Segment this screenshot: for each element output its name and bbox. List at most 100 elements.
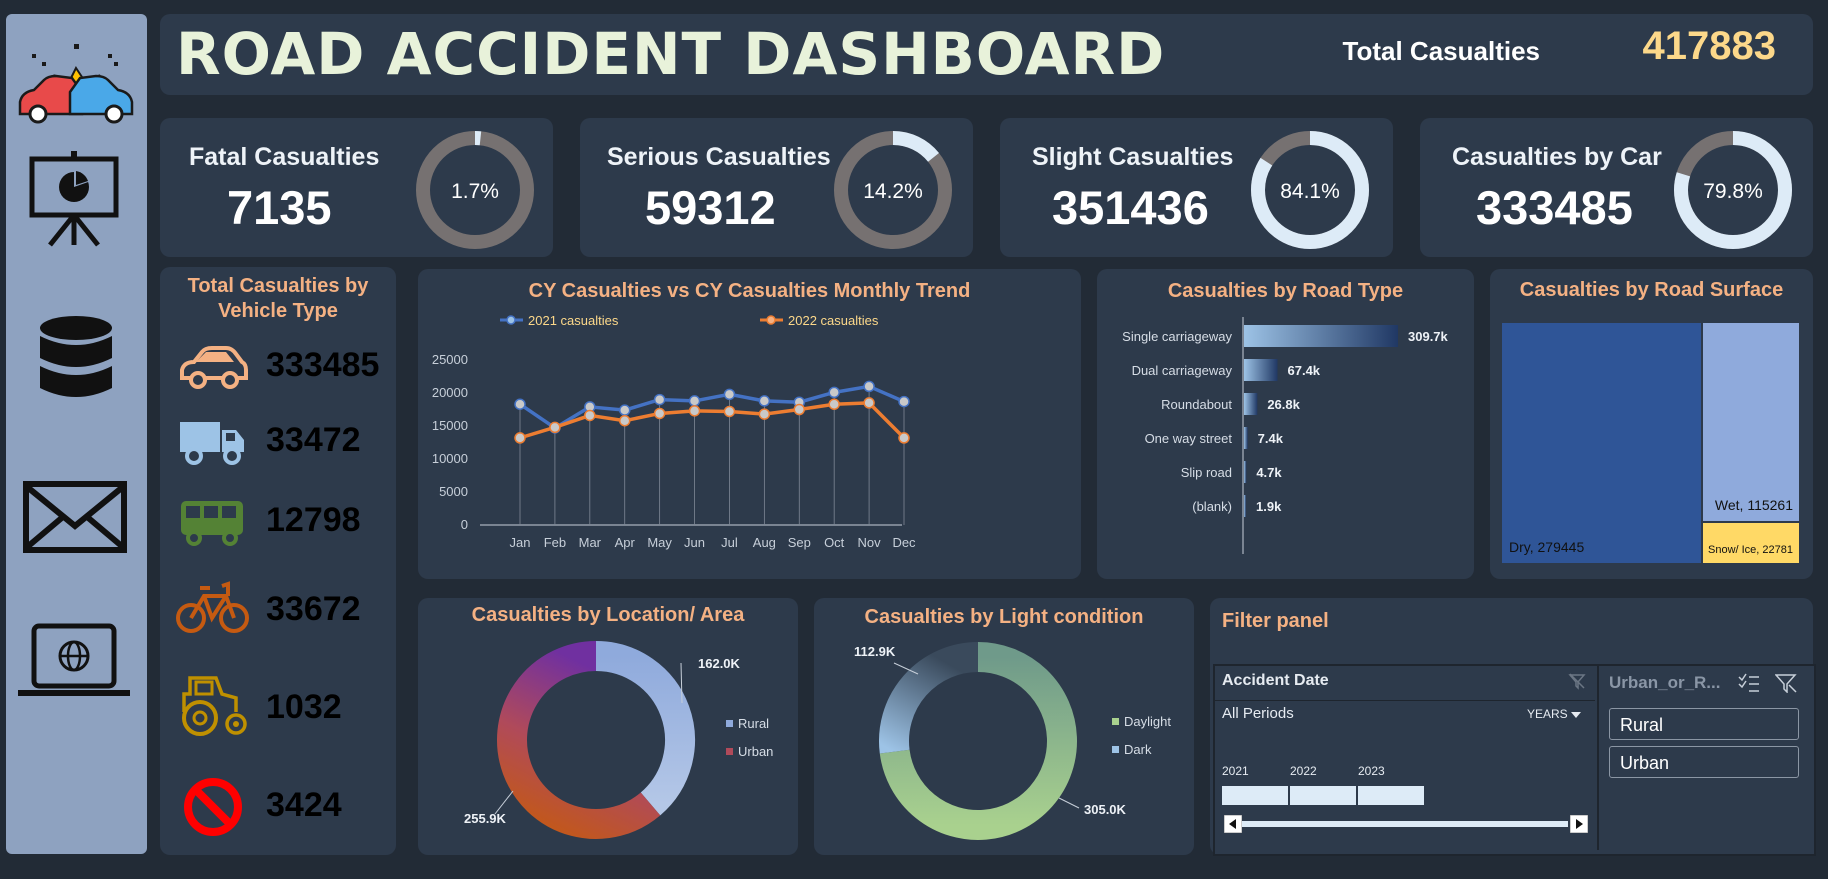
- data-point: [514, 432, 526, 444]
- road-type-panel: [1097, 269, 1474, 579]
- series-line-2022-casualties: [519, 401, 906, 440]
- x-tick-label: Jan: [510, 535, 531, 550]
- vehicle-value: 12798: [266, 501, 361, 539]
- treemap-dry: Dry, 279445: [1502, 323, 1701, 563]
- legend-daylight-swatch: [1112, 718, 1119, 725]
- rural-value-label: 162.0K: [698, 656, 741, 671]
- x-tick-label: Sep: [788, 535, 811, 550]
- y-tick-label: 15000: [432, 418, 468, 433]
- clear-filter-icon[interactable]: [1775, 673, 1797, 693]
- data-point: [863, 380, 875, 393]
- car-crash-icon[interactable]: [10, 28, 142, 124]
- sidebar: [6, 14, 147, 854]
- road-type-bar: [1244, 359, 1278, 381]
- treemap-wet: Wet, 115261: [1703, 323, 1799, 521]
- legend-2022-label: 2022 casualties: [788, 313, 879, 328]
- slicer-divider: [1597, 666, 1599, 850]
- data-point: [688, 395, 701, 407]
- kpi-donut: 14.2%: [834, 131, 952, 249]
- monthly-trend-title: CY Casualties vs CY Casualties Monthly T…: [528, 280, 971, 302]
- total-casualties-value: 417883: [1642, 24, 1776, 68]
- year-label: 2021: [1222, 764, 1249, 778]
- x-tick-label: Mar: [579, 535, 602, 550]
- road-type-bar: [1244, 495, 1246, 517]
- date-granularity-dropdown[interactable]: YEARS: [1527, 707, 1568, 721]
- road-type-chart: Single carriageway 309.7k Dual carriageway…: [1122, 317, 1449, 554]
- kpi-label: Slight Casualties: [1032, 143, 1234, 171]
- road-type-bar: [1244, 461, 1247, 483]
- legend-urban-swatch: [726, 748, 733, 755]
- road-type-bar: [1244, 325, 1398, 347]
- vehicle-value: 33672: [266, 590, 361, 628]
- road-type-value: 26.8k: [1267, 397, 1300, 412]
- multi-select-icon[interactable]: [1738, 673, 1760, 693]
- data-point: [618, 404, 631, 416]
- y-tick-label: 20000: [432, 385, 468, 400]
- database-icon[interactable]: [36, 314, 116, 414]
- laptop-icon[interactable]: [14, 618, 134, 708]
- daylight-value-label: 305.0K: [1084, 802, 1127, 817]
- location-area-title: Casualties by Location/ Area: [471, 604, 745, 626]
- kpi-value: 351436: [1052, 181, 1209, 234]
- light-condition-title: Casualties by Light condition: [864, 606, 1144, 628]
- date-slicer-header: [1215, 666, 1595, 701]
- data-point: [793, 403, 806, 416]
- mail-icon[interactable]: [22, 480, 128, 556]
- scroll-left-icon[interactable]: [1224, 815, 1242, 833]
- timeline-bar-2022[interactable]: [1290, 786, 1356, 805]
- treemap-dry-label: Dry, 279445: [1509, 539, 1585, 555]
- clear-filter-icon[interactable]: [1568, 672, 1586, 690]
- kpi-label: Serious Casualties: [607, 143, 831, 171]
- timeline-bar-2023[interactable]: [1358, 786, 1424, 805]
- kpi-donut: 1.7%: [416, 131, 534, 249]
- y-tick-label: 25000: [432, 352, 468, 367]
- total-casualties-label: Total Casualties: [1342, 36, 1540, 66]
- donut-slice-daylight: [879, 642, 1077, 840]
- date-slicer-title: Accident Date: [1222, 672, 1329, 689]
- data-point: [898, 395, 910, 408]
- legend-dark-label: Dark: [1124, 742, 1152, 757]
- page-title: ROAD ACCIDENT DASHBOARD: [176, 20, 1166, 88]
- road-surface-title: Casualties by Road Surface: [1519, 279, 1784, 301]
- road-type-value: 7.4k: [1258, 431, 1284, 446]
- data-point: [758, 395, 771, 407]
- vehicle-value: 3424: [266, 786, 342, 824]
- data-point: [549, 421, 561, 434]
- presentation-icon[interactable]: [24, 149, 124, 249]
- y-tick-label: 10000: [432, 451, 468, 466]
- road-surface-treemap: Dry, 279445 Wet, 115261 Snow/ Ice, 22781: [1502, 323, 1799, 563]
- kpi-donut: 84.1%: [1251, 131, 1369, 249]
- kpi-donut-fill: [1674, 131, 1792, 249]
- svg-text:79.8%: 79.8%: [1703, 180, 1763, 203]
- donut-slice-urban: [497, 641, 661, 839]
- vehicle-value: 33472: [266, 421, 361, 459]
- kpi-donut-fill: [416, 131, 534, 249]
- location-area-chart: 162.0K 255.9K Rural Urban: [464, 641, 773, 839]
- svg-text:1.7%: 1.7%: [451, 180, 499, 203]
- data-point: [898, 432, 910, 444]
- x-tick-label: Apr: [615, 535, 636, 550]
- kpi-donut-fill: [834, 131, 952, 249]
- area-option-rural[interactable]: Rural: [1609, 708, 1799, 740]
- light-condition-chart: 112.9K 305.0K Daylight Dark: [854, 642, 1171, 840]
- road-type-bar: [1244, 427, 1248, 449]
- treemap-snow: Snow/ Ice, 22781: [1703, 523, 1799, 563]
- timeline-scrollbar[interactable]: [1242, 821, 1568, 827]
- legend-urban-label: Urban: [738, 744, 773, 759]
- date-period-value: All Periods: [1222, 705, 1294, 722]
- timeline-bar-2021[interactable]: [1222, 786, 1288, 805]
- scroll-right-icon[interactable]: [1570, 815, 1588, 833]
- year-label: 2022: [1290, 764, 1317, 778]
- vehicle-panel-title: Total Casualties by Vehicle Type: [187, 275, 369, 322]
- prohibited-icon: [184, 778, 242, 836]
- chevron-down-icon[interactable]: [1571, 711, 1581, 719]
- legend-rural-label: Rural: [738, 716, 769, 731]
- road-type-category: Dual carriageway: [1132, 363, 1233, 378]
- data-point: [688, 405, 701, 417]
- kpi-value: 7135: [227, 181, 332, 234]
- road-type-value: 67.4k: [1288, 363, 1321, 378]
- legend-rural-swatch: [726, 720, 733, 727]
- area-option-urban[interactable]: Urban: [1609, 746, 1799, 778]
- road-type-category: Single carriageway: [1122, 329, 1232, 344]
- x-tick-label: Jun: [684, 535, 705, 550]
